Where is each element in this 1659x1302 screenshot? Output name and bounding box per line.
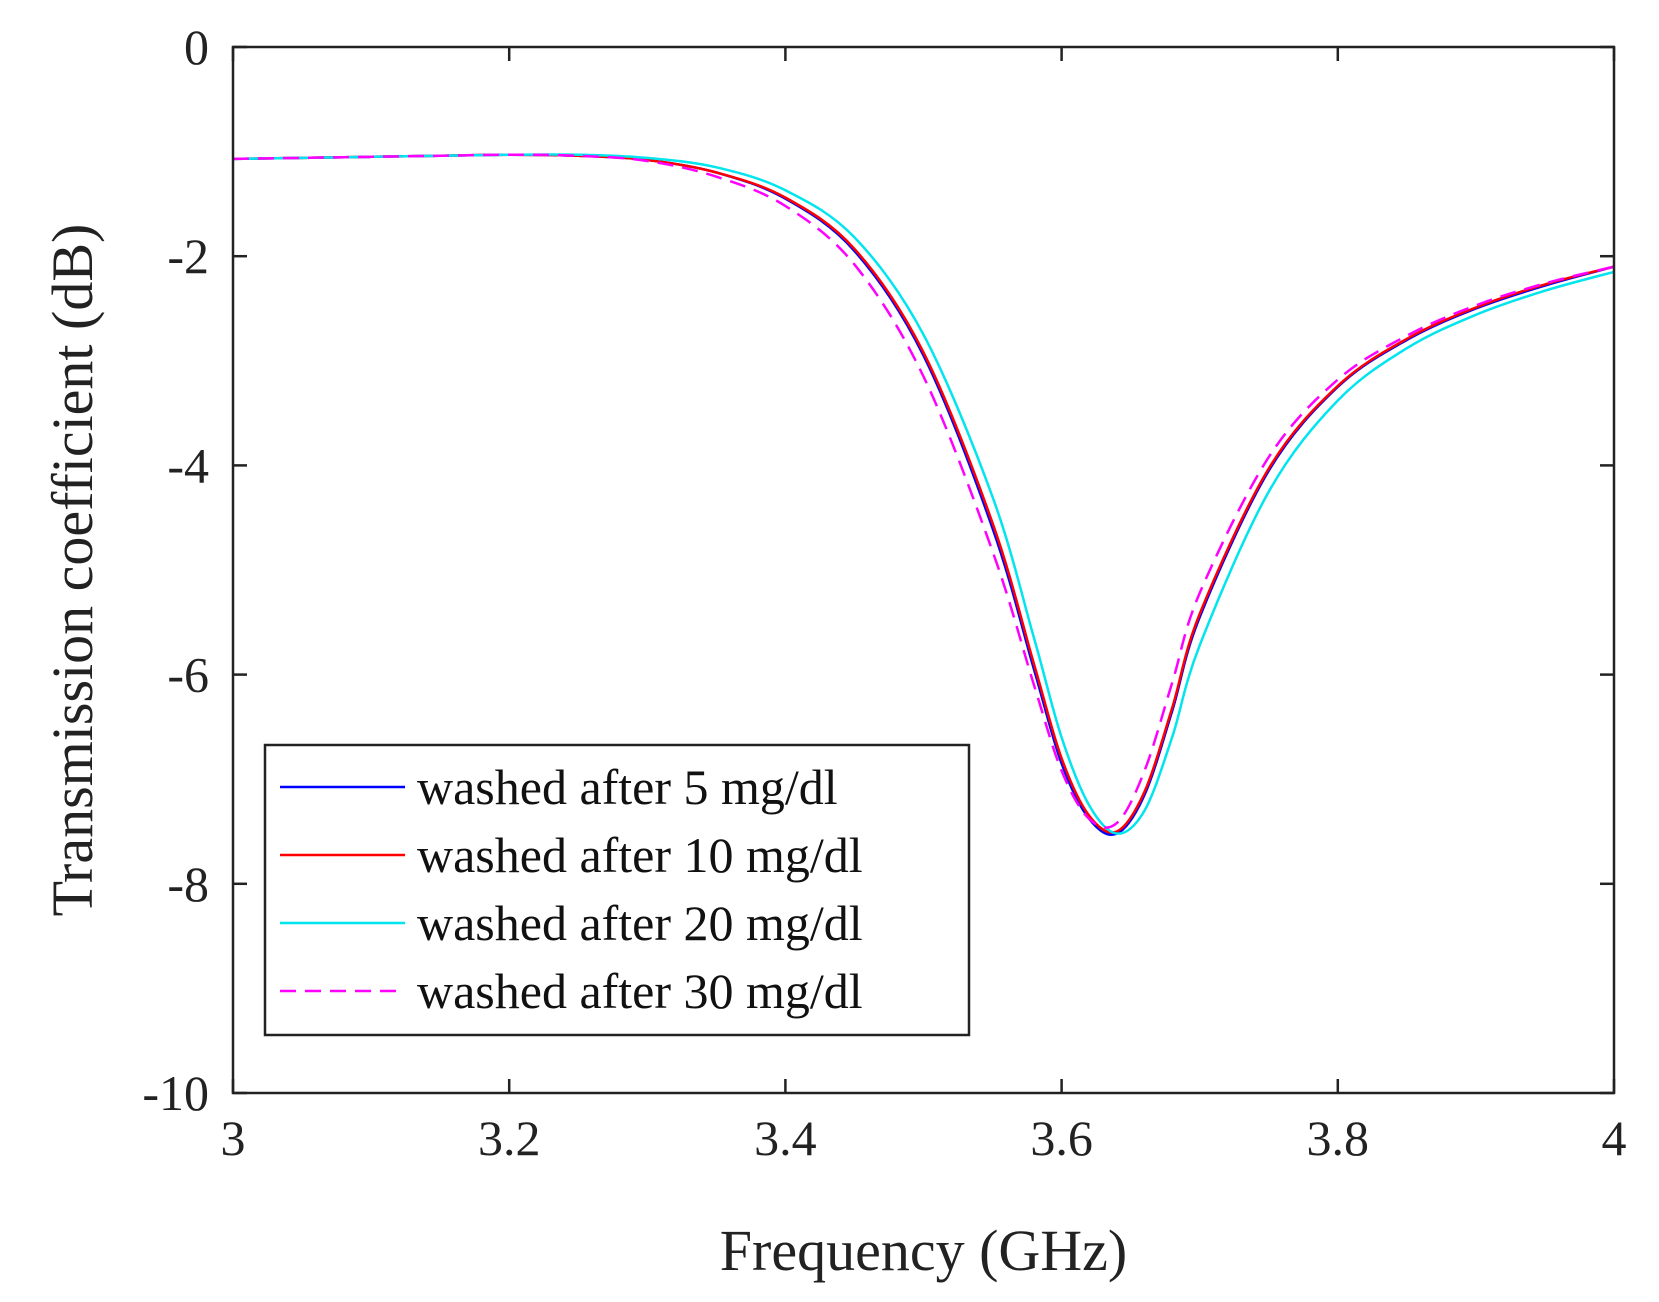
legend-label-4: washed after 30 mg/dl [417,963,863,1019]
legend-box [263,743,971,1037]
plot-frame [231,45,1616,1095]
x-tick-label: 3.4 [754,1110,817,1166]
y-tick-label: 0 [184,19,209,75]
x-tick-label: 4 [1602,1110,1627,1166]
y-tick-label: -8 [167,856,209,912]
y-tick-label: -10 [142,1065,209,1121]
series-layer [232,153,1615,836]
x-tick-label: 3 [221,1110,246,1166]
y-axis-title: Transmission coefficient (dB) [40,224,105,917]
legend-label-1: washed after 5 mg/dl [417,759,838,815]
series-line-3 [232,153,1615,835]
y-tick-label: -2 [167,228,209,284]
x-tick-label: 3.2 [478,1110,541,1166]
series-line-4 [232,153,1615,829]
x-tick-label: 3.8 [1307,1110,1370,1166]
x-axis-title: Frequency (GHz) [720,1218,1127,1283]
tick-layer: 3 3.2 3.4 3.6 3.8 4 0 -2 -4 -6 -8 -10 [142,19,1626,1166]
legend-label-3: washed after 20 mg/dl [417,895,863,951]
legend: washed after 5 mg/dl washed after 10 mg/d… [263,743,971,1037]
x-tick-label: 3.6 [1030,1110,1093,1166]
y-tick-label: -4 [167,437,209,493]
y-tick-label: -6 [167,647,209,703]
legend-label-2: washed after 10 mg/dl [417,827,863,883]
